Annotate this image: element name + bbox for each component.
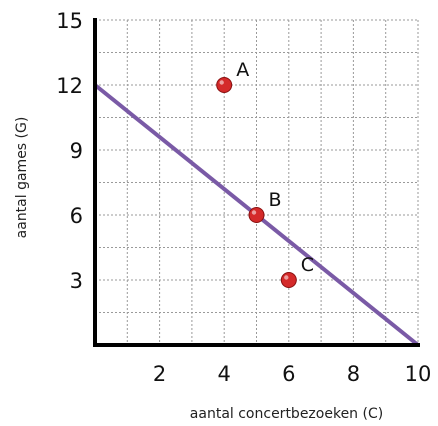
y-tick-label: 3 — [70, 269, 83, 293]
y-tick-label: 6 — [70, 204, 83, 228]
data-point-b — [248, 207, 265, 223]
x-tick-label: 4 — [218, 362, 231, 386]
data-point-highlight — [219, 80, 224, 85]
axes — [93, 18, 420, 347]
data-points: A B C — [216, 59, 314, 288]
data-point-label: C — [301, 254, 314, 276]
x-tick-label: 10 — [405, 362, 432, 386]
data-point-highlight — [251, 210, 257, 215]
y-tick-labels: 3 6 9 12 15 — [56, 9, 83, 293]
y-tick-label: 12 — [56, 74, 83, 98]
data-point-highlight — [284, 275, 289, 280]
data-point-label: A — [236, 59, 249, 81]
y-axis-label: aantal games (G) — [14, 117, 30, 239]
data-point-label: B — [269, 189, 282, 211]
x-axis-label: aantal concertbezoeken (C) — [190, 406, 383, 422]
y-tick-label: 15 — [56, 9, 83, 33]
x-tick-label: 6 — [282, 362, 295, 386]
x-tick-label: 2 — [153, 362, 166, 386]
x-tick-label: 8 — [347, 362, 360, 386]
y-tick-label: 9 — [70, 139, 83, 163]
data-point-a — [216, 77, 233, 93]
data-point-c — [280, 272, 297, 288]
grid — [95, 19, 419, 345]
x-tick-labels: 2 4 6 8 10 — [153, 362, 431, 386]
